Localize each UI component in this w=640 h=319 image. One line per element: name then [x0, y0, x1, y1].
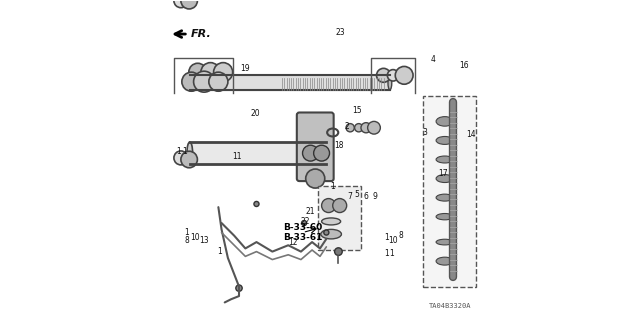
Text: FR.: FR.: [191, 29, 211, 39]
Text: 1: 1: [389, 249, 394, 258]
Circle shape: [333, 198, 347, 212]
Text: TA04B3320A: TA04B3320A: [428, 303, 471, 309]
Text: 9: 9: [372, 191, 377, 201]
Circle shape: [254, 201, 259, 206]
Text: 13: 13: [199, 236, 209, 245]
Ellipse shape: [436, 257, 454, 265]
Circle shape: [361, 123, 371, 133]
Circle shape: [355, 123, 363, 132]
Circle shape: [193, 71, 214, 92]
Circle shape: [236, 285, 242, 291]
Text: 5: 5: [354, 190, 359, 199]
Text: 14: 14: [466, 130, 476, 138]
Ellipse shape: [321, 218, 340, 225]
Ellipse shape: [436, 239, 454, 245]
Circle shape: [174, 151, 188, 165]
Ellipse shape: [321, 229, 341, 239]
Circle shape: [301, 220, 307, 226]
Text: 1: 1: [182, 147, 188, 156]
Circle shape: [182, 72, 201, 91]
Text: 17: 17: [438, 169, 448, 178]
Circle shape: [314, 145, 330, 161]
Text: 1: 1: [385, 233, 389, 242]
Text: 1: 1: [176, 147, 181, 156]
Ellipse shape: [436, 174, 454, 182]
Text: 22: 22: [301, 217, 310, 226]
Circle shape: [209, 72, 228, 91]
Circle shape: [376, 68, 390, 82]
Ellipse shape: [388, 76, 392, 90]
Text: 2: 2: [344, 122, 349, 131]
Bar: [319, 187, 362, 250]
Circle shape: [396, 66, 413, 84]
Text: 18: 18: [334, 141, 344, 150]
Circle shape: [201, 63, 220, 82]
Circle shape: [303, 145, 319, 161]
Text: 8: 8: [184, 236, 189, 245]
Circle shape: [321, 198, 335, 212]
Text: 8: 8: [399, 231, 403, 240]
Ellipse shape: [436, 213, 454, 220]
Ellipse shape: [306, 169, 324, 188]
Text: 1: 1: [218, 247, 222, 256]
Ellipse shape: [436, 194, 454, 201]
Text: 4: 4: [430, 55, 435, 64]
Text: 20: 20: [250, 109, 260, 118]
Text: 19: 19: [241, 64, 250, 73]
Text: 11: 11: [233, 152, 242, 161]
Bar: [423, 96, 476, 286]
Text: B-33-60: B-33-60: [284, 223, 323, 232]
FancyBboxPatch shape: [297, 113, 333, 181]
Text: 3: 3: [422, 128, 428, 137]
Text: 1: 1: [184, 228, 189, 237]
Circle shape: [346, 123, 355, 132]
Text: 21: 21: [305, 207, 315, 216]
Text: 7: 7: [348, 191, 353, 201]
Text: 23: 23: [336, 28, 346, 37]
Ellipse shape: [436, 117, 454, 126]
Circle shape: [214, 63, 233, 82]
Circle shape: [181, 0, 197, 9]
Text: 6: 6: [364, 191, 369, 201]
Text: 1: 1: [330, 182, 335, 191]
Circle shape: [174, 0, 188, 8]
Text: 10: 10: [189, 233, 199, 242]
Circle shape: [189, 63, 207, 81]
Text: 16: 16: [459, 61, 468, 70]
Circle shape: [335, 248, 342, 256]
Ellipse shape: [436, 137, 454, 145]
Text: 1: 1: [385, 249, 389, 258]
Circle shape: [181, 151, 197, 168]
Ellipse shape: [187, 142, 193, 164]
Ellipse shape: [436, 156, 454, 163]
Circle shape: [367, 122, 380, 134]
Text: 15: 15: [352, 106, 362, 115]
Circle shape: [324, 230, 329, 235]
Circle shape: [387, 70, 399, 81]
Text: 10: 10: [388, 236, 398, 245]
Text: B-33-61: B-33-61: [284, 233, 323, 242]
Text: 12: 12: [288, 238, 298, 247]
